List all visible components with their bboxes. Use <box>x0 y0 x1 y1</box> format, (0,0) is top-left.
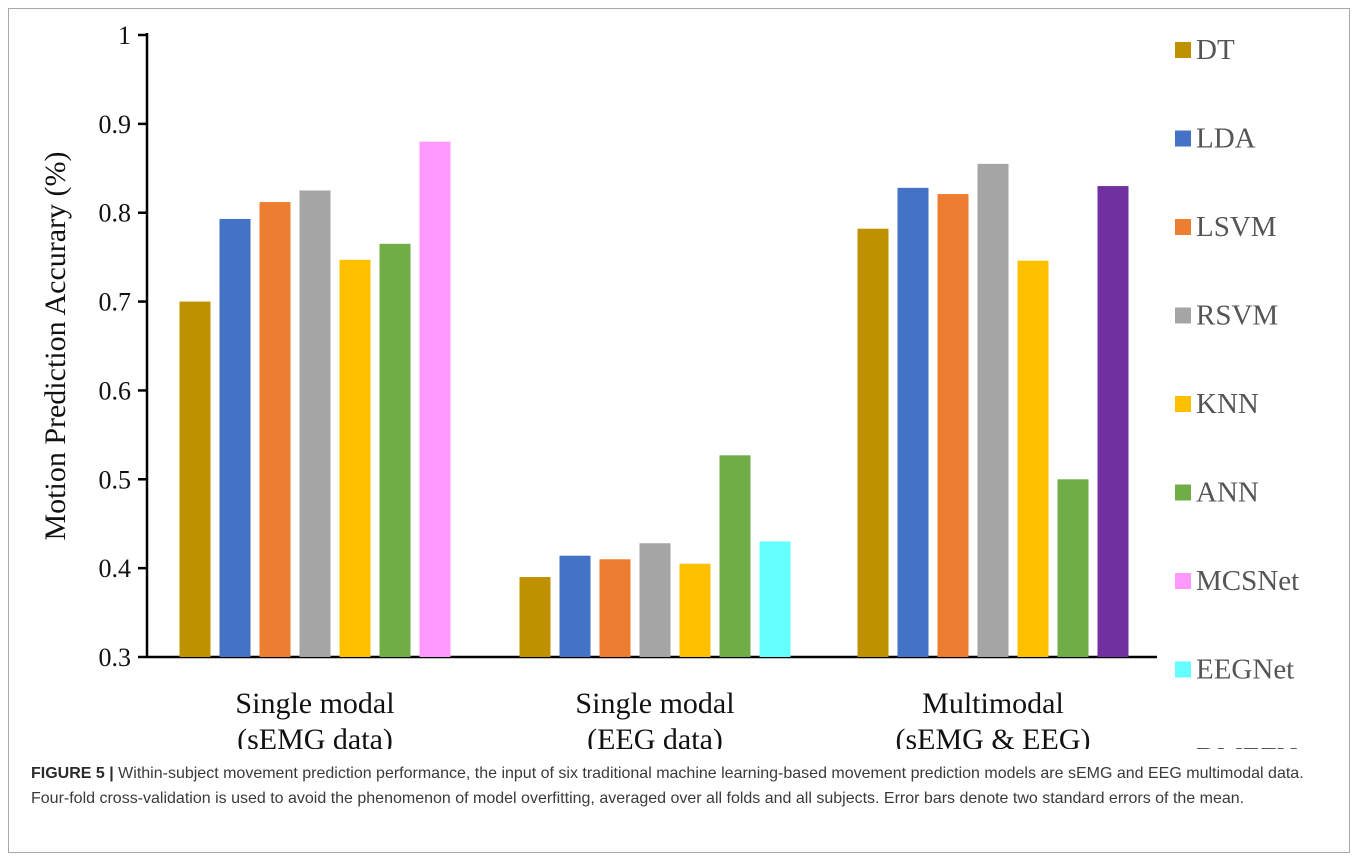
bar-knn-2 <box>679 563 711 657</box>
legend-label-lsvm: LSVM <box>1196 211 1277 243</box>
legend-label-ann: ANN <box>1196 477 1259 509</box>
legend-swatch-eegnet <box>1175 661 1191 678</box>
y-axis-title: Motion Prediction Accurary (%) <box>39 151 72 540</box>
y-tick-label: 1 <box>118 21 131 50</box>
caption-text: Within-subject movement prediction perfo… <box>31 765 1304 807</box>
legend-swatch-dt <box>1175 42 1191 58</box>
y-tick-label: 0.9 <box>99 110 132 139</box>
bar-dt-2 <box>519 577 551 657</box>
y-tick-label: 0.5 <box>99 465 132 494</box>
figure-caption: FIGURE 5 | Within-subject movement predi… <box>31 761 1343 811</box>
category-label: Single modal <box>575 687 734 720</box>
legend-swatch-knn <box>1175 396 1191 412</box>
legend-label-lda: LDA <box>1196 123 1256 155</box>
legend-swatch-ann <box>1175 484 1191 501</box>
bar-dmefnet-3 <box>1097 186 1129 658</box>
y-tick-label: 0.8 <box>99 199 132 228</box>
y-tick-label: 0.4 <box>99 554 132 583</box>
bar-ann-2 <box>719 455 751 657</box>
bar-eegnet-2 <box>759 541 791 657</box>
bar-mcsnet-1 <box>419 141 451 658</box>
bar-ann-1 <box>379 243 411 658</box>
legend-swatch-lsvm <box>1175 219 1191 235</box>
legend-label-dt: DT <box>1196 34 1235 66</box>
category-label: (EEG data) <box>587 723 723 749</box>
figure-frame: 0.3 0.4 0.5 0.6 0.7 0.8 0.9 1 Motion Prediction … <box>8 8 1350 853</box>
bar-lsvm-2 <box>599 559 631 657</box>
category-label: (sEMG & EEG) <box>896 723 1091 749</box>
bar-knn-1 <box>339 259 371 657</box>
bar-lsvm-1 <box>259 202 291 657</box>
bar-dt-3 <box>857 228 889 658</box>
bar-dt-1 <box>179 301 211 657</box>
bar-lda-1 <box>219 218 251 658</box>
legend-label-knn: KNN <box>1196 388 1259 420</box>
legend-label-rsvm: RSVM <box>1196 300 1278 332</box>
legend-swatch-lda <box>1175 130 1191 147</box>
bar-lda-3 <box>897 187 929 657</box>
legend-swatch-mcsnet <box>1175 573 1191 589</box>
plot-area: 0.3 0.4 0.5 0.6 0.7 0.8 0.9 1 Motion Prediction … <box>39 21 1318 749</box>
y-tick-label: 0.3 <box>99 643 132 672</box>
bar-rsvm-2 <box>639 543 671 657</box>
bar-knn-3 <box>1017 260 1049 657</box>
bar-chart: 0.3 0.4 0.5 0.6 0.7 0.8 0.9 1 Motion Prediction … <box>39 21 1318 749</box>
bar-lda-2 <box>559 555 591 657</box>
category-label: Multimodal <box>922 687 1064 720</box>
bar-lsvm-3 <box>937 194 969 657</box>
legend-label-mcsnet: MCSNet <box>1196 565 1299 597</box>
legend-label-dmefnet: DMEFNet <box>1196 742 1318 749</box>
legend-label-eegnet: EEGNet <box>1196 654 1294 686</box>
caption-label: FIGURE 5 | <box>31 765 114 782</box>
y-tick-label: 0.6 <box>99 376 132 405</box>
bar-rsvm-1 <box>299 190 331 657</box>
y-tick-label: 0.7 <box>99 288 132 317</box>
category-label: Single modal <box>235 687 394 720</box>
legend-swatch-rsvm <box>1175 307 1191 324</box>
bar-rsvm-3 <box>977 163 1009 658</box>
bar-ann-3 <box>1057 479 1089 657</box>
category-label: (sEMG data) <box>237 723 393 749</box>
